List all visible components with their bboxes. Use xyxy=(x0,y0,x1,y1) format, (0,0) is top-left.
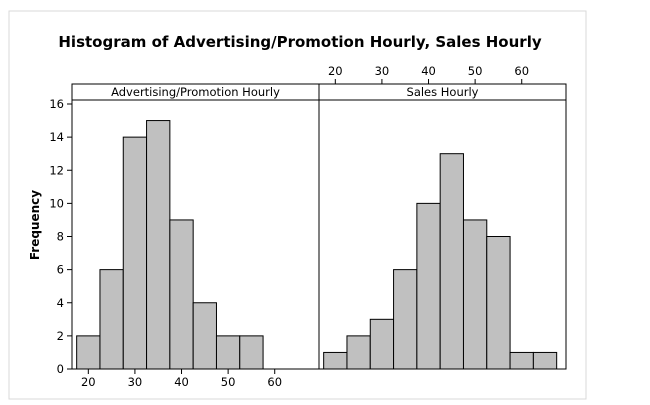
histogram-bar xyxy=(192,302,217,370)
histogram-bar xyxy=(532,351,558,370)
x-tick-label: 50 xyxy=(221,375,236,389)
y-tick-label: 6 xyxy=(57,263,64,277)
histogram-bar xyxy=(439,153,464,370)
x-tick-label: 60 xyxy=(267,375,282,389)
panel-strip-label: Sales Hourly xyxy=(407,85,479,99)
histogram-bar xyxy=(169,219,194,370)
histogram-bar xyxy=(486,236,511,370)
x-tick-label: 20 xyxy=(328,64,343,78)
histogram-bar xyxy=(462,219,488,370)
histogram-bar xyxy=(323,351,348,370)
x-tick-label: 20 xyxy=(81,375,96,389)
y-tick-label: 10 xyxy=(49,196,64,210)
histogram-bar xyxy=(346,335,371,370)
histogram-bar xyxy=(122,136,148,370)
y-tick-label: 0 xyxy=(57,362,64,376)
histogram-bar xyxy=(146,120,171,370)
y-axis-label: Frequency xyxy=(28,190,42,260)
y-tick-label: 16 xyxy=(49,97,64,111)
panel-strip-label: Advertising/Promotion Hourly xyxy=(111,85,280,99)
x-tick-label: 30 xyxy=(375,64,390,78)
y-tick-label: 14 xyxy=(49,130,64,144)
histogram-bar xyxy=(416,202,441,370)
histogram-bar xyxy=(99,269,124,370)
x-tick-label: 50 xyxy=(468,64,483,78)
x-tick-label: 40 xyxy=(174,375,189,389)
y-tick-label: 2 xyxy=(57,329,64,343)
x-tick-label: 30 xyxy=(128,375,143,389)
x-tick-label: 60 xyxy=(514,64,529,78)
chart-title: Histogram of Advertising/Promotion Hourl… xyxy=(58,33,541,51)
histogram-bar xyxy=(509,351,534,370)
y-tick-label: 4 xyxy=(57,296,64,310)
x-tick-label: 40 xyxy=(421,64,436,78)
y-tick-label: 8 xyxy=(57,230,64,244)
histogram-bar xyxy=(215,335,241,370)
histogram-bar xyxy=(239,335,264,370)
y-tick-label: 12 xyxy=(49,163,64,177)
histogram-bar xyxy=(76,335,101,370)
histogram-bar xyxy=(393,269,418,370)
figure-frame xyxy=(8,10,587,400)
plot-area: 0 2 4 6 8 10 12 14 16 Advertising/Promotion Hourl… xyxy=(49,64,567,389)
histogram-bar xyxy=(369,318,395,370)
